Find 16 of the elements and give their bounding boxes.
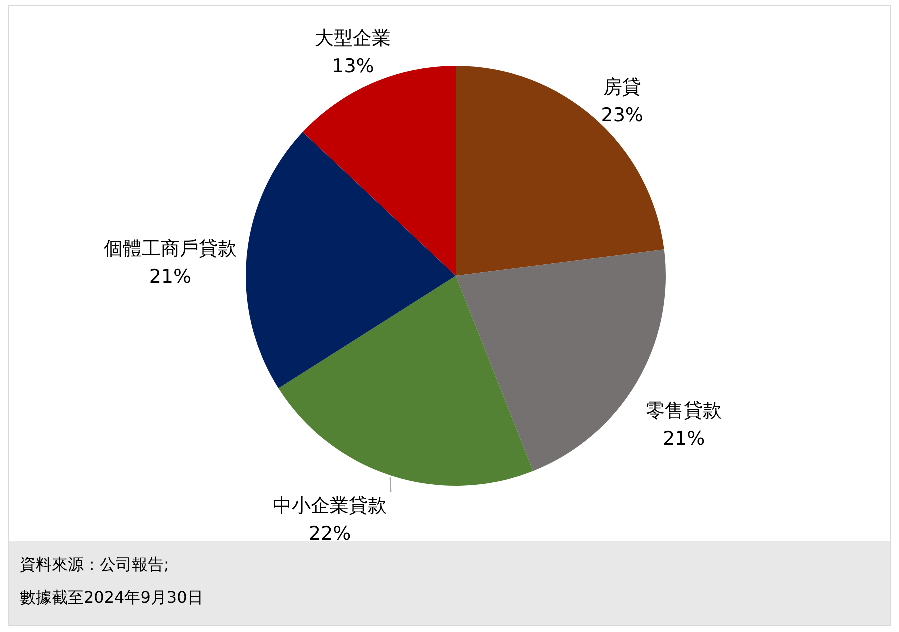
pie-slice — [246, 132, 456, 389]
data-label: 21% — [149, 266, 192, 288]
data-label: 13% — [332, 55, 374, 78]
slice-label: 中小企業貸款 — [273, 495, 388, 517]
slice-label: 大型企業 — [315, 27, 392, 50]
source-note: 資料來源：公司報告; — [20, 555, 170, 576]
data-label: 21% — [662, 428, 706, 450]
text: 數據截至2024年9月30日 — [20, 588, 204, 609]
slice-label: 個體工商戶貸款 — [104, 238, 237, 260]
data-label: 22% — [308, 523, 352, 545]
data-label: 23% — [601, 104, 644, 126]
slice-label: 零售貸款 — [646, 400, 722, 422]
pie-slice — [456, 66, 664, 276]
pie-slice — [456, 250, 666, 472]
slice-label: 房貸 — [603, 76, 642, 98]
pie-slice — [278, 276, 534, 486]
